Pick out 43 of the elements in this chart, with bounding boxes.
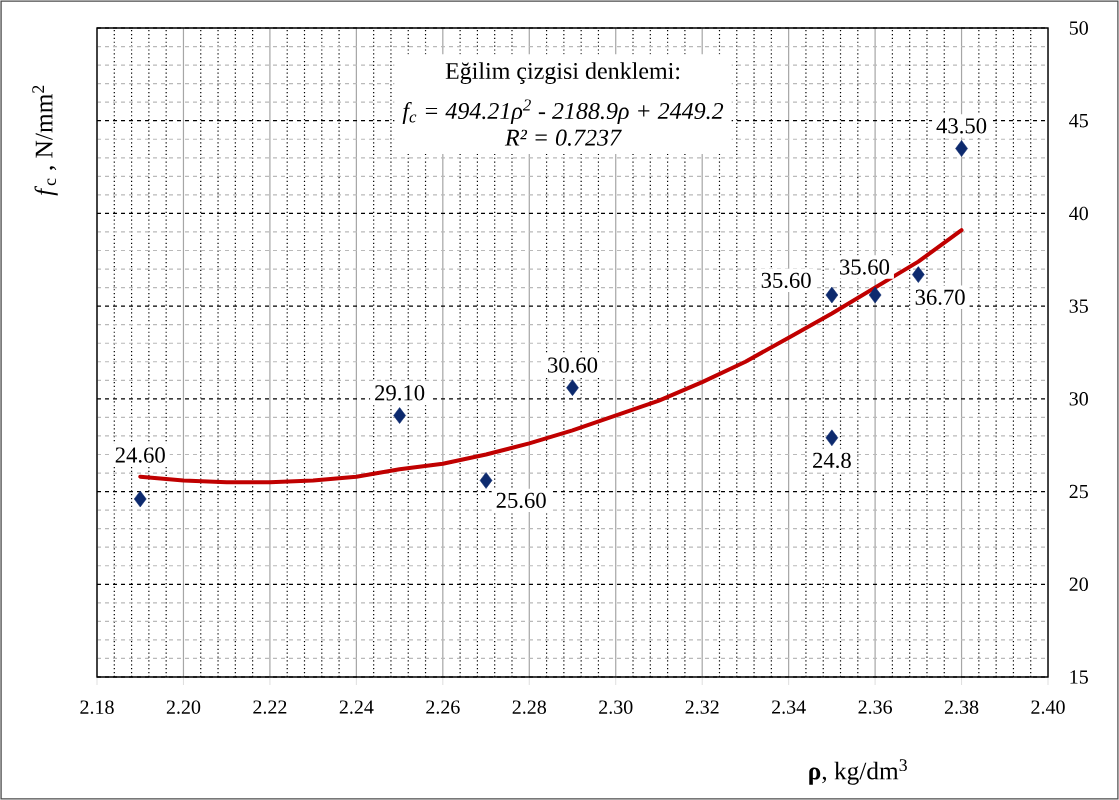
x-tick-label: 2.32	[685, 700, 719, 714]
annotation: 24.8	[813, 452, 851, 469]
y-tick-label: 50	[1069, 21, 1088, 35]
x-tick-label: 2.34	[772, 700, 806, 714]
point	[955, 140, 968, 157]
point	[825, 286, 839, 304]
y-tick-label: 20	[1069, 577, 1088, 592]
annotation: Eğilim çizgisi denklemi:	[445, 62, 680, 85]
data-label: 24.60	[115, 447, 165, 463]
point	[133, 490, 147, 508]
x-tick-label: 2.22	[253, 700, 287, 714]
data-label: 36.70	[915, 289, 965, 305]
x-tick-label: 2.24	[339, 700, 374, 714]
annotation: R² = 0.7237	[504, 129, 622, 146]
annotation: f$_{c}$ = 494.21ρ$^{2}$ - 2188.9ρ + 2449.2	[402, 99, 724, 124]
point	[912, 266, 925, 283]
point	[393, 407, 406, 424]
data-label: 43.50	[936, 118, 987, 134]
point	[825, 429, 839, 447]
y-tick-label: 25	[1069, 484, 1088, 499]
point	[868, 286, 882, 304]
x-tick-label: 2.26	[426, 700, 460, 714]
point	[479, 472, 493, 489]
data-label: 35.60	[840, 259, 890, 275]
x-tick-label: 2.20	[166, 700, 201, 714]
y-tick-label: 35	[1069, 299, 1088, 313]
x-tick-label: 2.40	[1031, 700, 1065, 714]
data-label: 29.10	[375, 385, 425, 401]
y-tick-label: 30	[1069, 392, 1088, 406]
y-tick-label: 40	[1069, 206, 1088, 221]
data-label: 25.60	[496, 492, 546, 509]
y-tick-label: 45	[1069, 114, 1088, 128]
data-label: 30.60	[548, 357, 598, 373]
point	[566, 379, 579, 396]
data-label: 35.60	[761, 272, 811, 289]
x-tick-label: 2.18	[80, 700, 114, 714]
x-tick-label: 2.30	[599, 700, 633, 714]
x-axis-title: ρ, kg/dm$^{3}$	[809, 759, 907, 785]
y-tick-label: 15	[1070, 670, 1088, 684]
x-tick-label: 2.36	[858, 700, 893, 714]
x-tick-label: 2.28	[512, 700, 547, 714]
x-tick-label: 2.38	[944, 700, 979, 714]
y-axis-title: f$_{c}$ , N/mm$^{2}$	[32, 85, 58, 196]
